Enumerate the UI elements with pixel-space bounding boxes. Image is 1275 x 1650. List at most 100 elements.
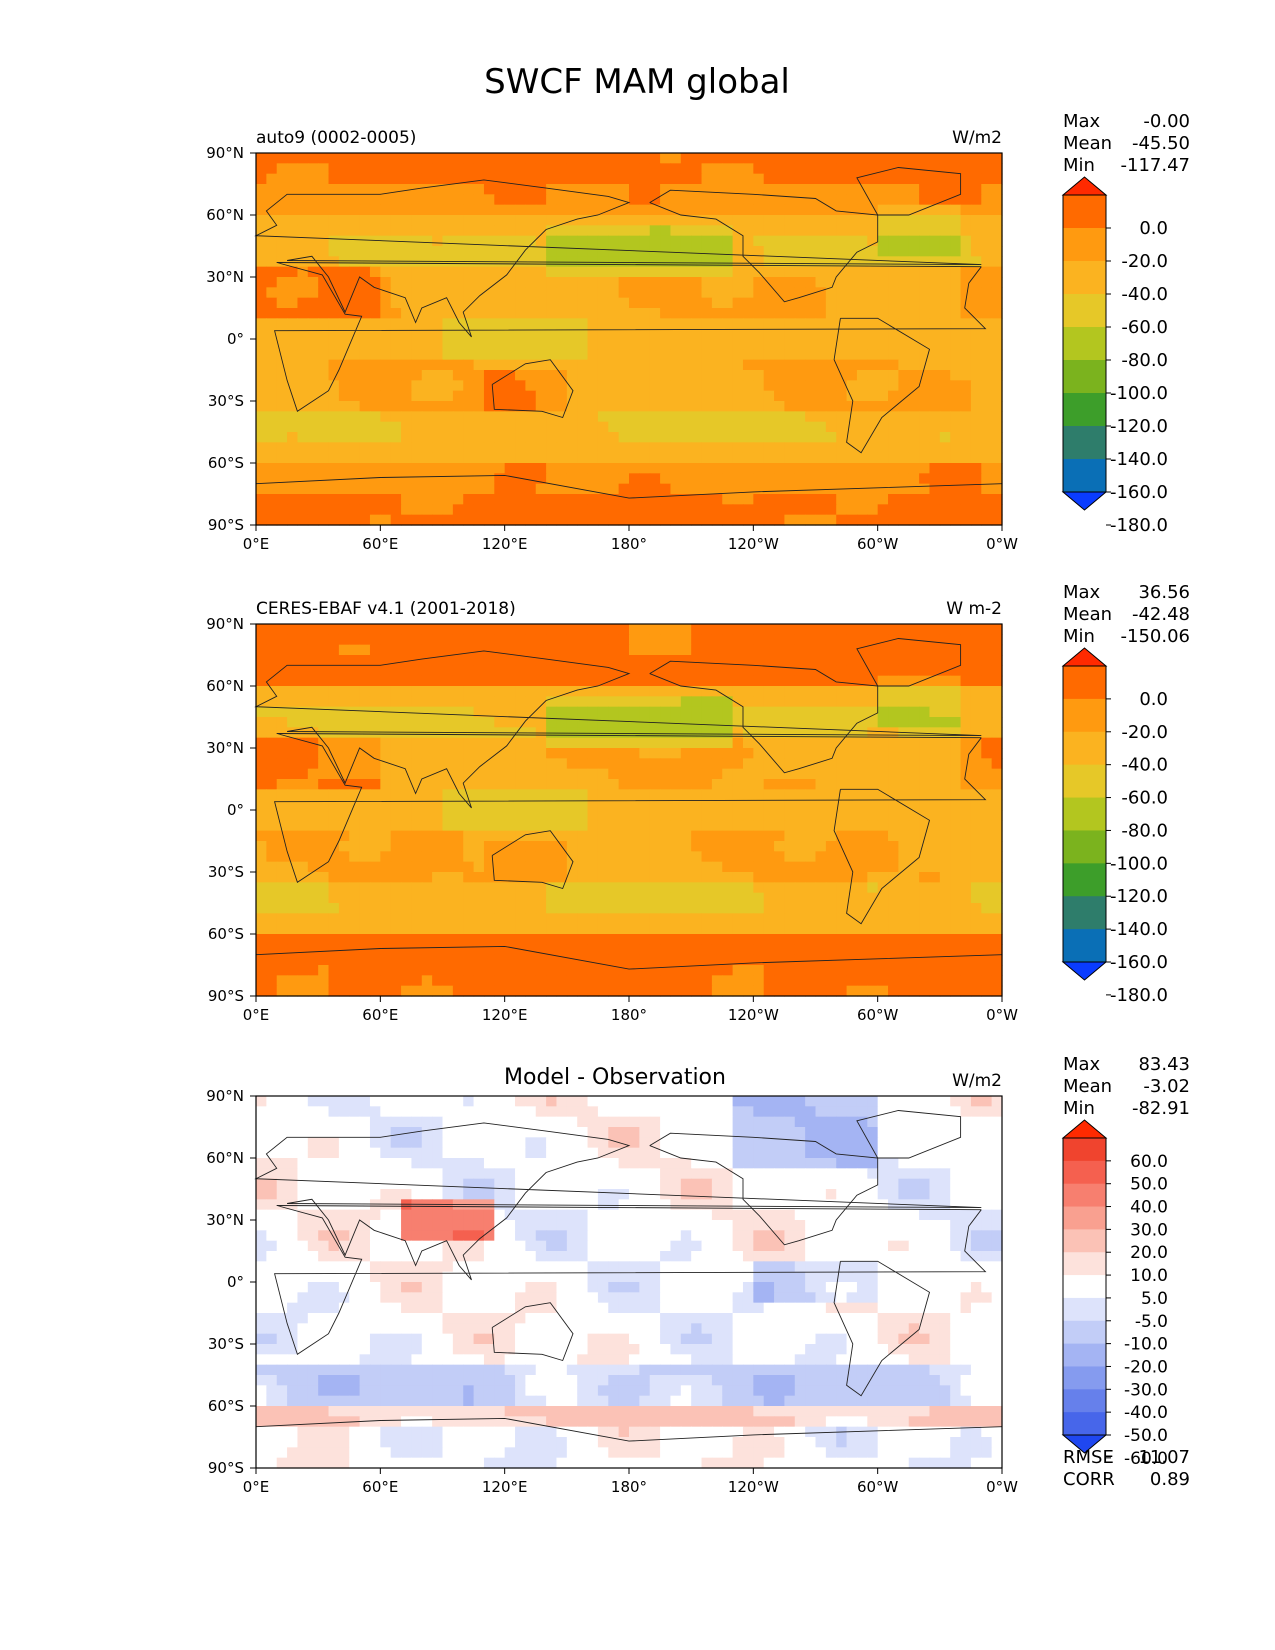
data-cell	[577, 163, 589, 175]
data-cell	[753, 483, 765, 495]
data-cell	[473, 184, 485, 195]
data-cell	[970, 287, 982, 299]
data-cell	[546, 483, 558, 495]
data-cell	[504, 768, 516, 780]
data-cell	[867, 411, 879, 423]
data-cell	[525, 401, 537, 412]
data-cell	[815, 872, 827, 883]
data-cell	[794, 204, 806, 216]
data-cell	[256, 411, 267, 423]
data-cell	[546, 442, 558, 454]
data-cell	[494, 411, 506, 423]
data-cell	[960, 758, 972, 770]
data-cell	[919, 380, 931, 392]
data-cell	[981, 194, 993, 206]
data-cell	[380, 328, 392, 340]
data-cell	[846, 504, 858, 516]
data-cell	[515, 799, 526, 811]
data-cell	[504, 432, 516, 443]
data-cell	[421, 287, 433, 299]
data-cell	[535, 675, 547, 687]
data-cell	[515, 370, 526, 381]
data-cell	[991, 727, 1003, 739]
data-cell	[494, 277, 506, 288]
data-cell	[546, 758, 558, 770]
data-cell	[670, 624, 682, 635]
data-cell	[266, 737, 278, 749]
data-cell	[784, 256, 796, 268]
data-cell	[629, 851, 640, 863]
data-cell	[856, 644, 868, 656]
data-cell	[722, 717, 734, 728]
data-cell	[411, 944, 423, 956]
data-cell	[359, 748, 371, 759]
data-cell	[629, 173, 640, 185]
data-cell	[753, 463, 765, 474]
data-cell	[898, 173, 910, 185]
data-cell	[463, 810, 475, 821]
data-cell	[701, 297, 713, 309]
data-cell	[597, 359, 609, 371]
data-cell	[805, 665, 817, 677]
data-cell	[722, 675, 734, 687]
data-cell	[556, 810, 568, 821]
data-cell	[463, 789, 475, 801]
data-cell	[587, 339, 599, 350]
data-cell	[483, 246, 495, 257]
data-cell	[970, 903, 982, 914]
data-cell	[805, 717, 817, 728]
data-cell	[525, 913, 537, 925]
data-cell	[276, 841, 288, 852]
coastline	[274, 262, 987, 412]
data-cell	[328, 153, 340, 164]
data-cell	[587, 655, 599, 666]
data-cell	[774, 634, 786, 646]
data-cell	[421, 277, 433, 288]
data-cell	[981, 235, 993, 247]
data-cell	[577, 401, 589, 412]
data-cell	[432, 215, 444, 226]
data-cell	[566, 872, 578, 883]
data-cell	[566, 411, 578, 423]
data-cell	[380, 727, 392, 739]
data-cell	[266, 339, 278, 350]
data-cell	[805, 297, 817, 309]
data-cell	[908, 872, 920, 883]
data-cell	[401, 830, 413, 842]
data-cell	[981, 892, 993, 904]
data-cell	[639, 370, 651, 381]
data-cell	[597, 421, 609, 433]
data-cell	[287, 851, 299, 863]
data-cell	[981, 256, 993, 268]
data-cell	[929, 277, 941, 288]
data-cell	[939, 717, 951, 728]
data-cell	[701, 717, 713, 728]
data-cell	[742, 339, 754, 350]
data-cell	[856, 421, 868, 433]
data-cell	[401, 308, 413, 319]
data-cell	[276, 655, 288, 666]
data-cell	[711, 758, 723, 770]
data-cell	[815, 851, 827, 863]
data-cell	[577, 235, 589, 247]
data-cell	[919, 717, 931, 728]
data-cell	[359, 882, 371, 894]
data-cell	[680, 789, 692, 801]
data-cell	[753, 442, 765, 454]
data-cell	[629, 758, 640, 770]
data-cell	[618, 421, 630, 433]
data-cell	[888, 758, 899, 770]
data-cell	[970, 882, 982, 894]
data-cell	[919, 328, 931, 340]
data-cell	[380, 923, 392, 935]
data-cell	[888, 225, 899, 237]
data-cell	[421, 717, 433, 728]
data-cell	[307, 634, 319, 646]
data-cell	[452, 452, 464, 464]
data-cell	[483, 452, 495, 464]
data-cell	[888, 934, 899, 945]
data-cell	[338, 748, 350, 759]
data-cell	[960, 634, 972, 646]
data-cell	[856, 349, 868, 361]
data-cell	[970, 204, 982, 216]
